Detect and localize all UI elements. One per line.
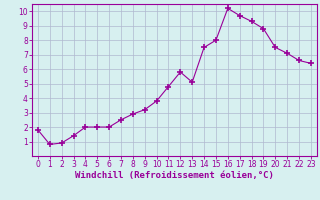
X-axis label: Windchill (Refroidissement éolien,°C): Windchill (Refroidissement éolien,°C) bbox=[75, 171, 274, 180]
